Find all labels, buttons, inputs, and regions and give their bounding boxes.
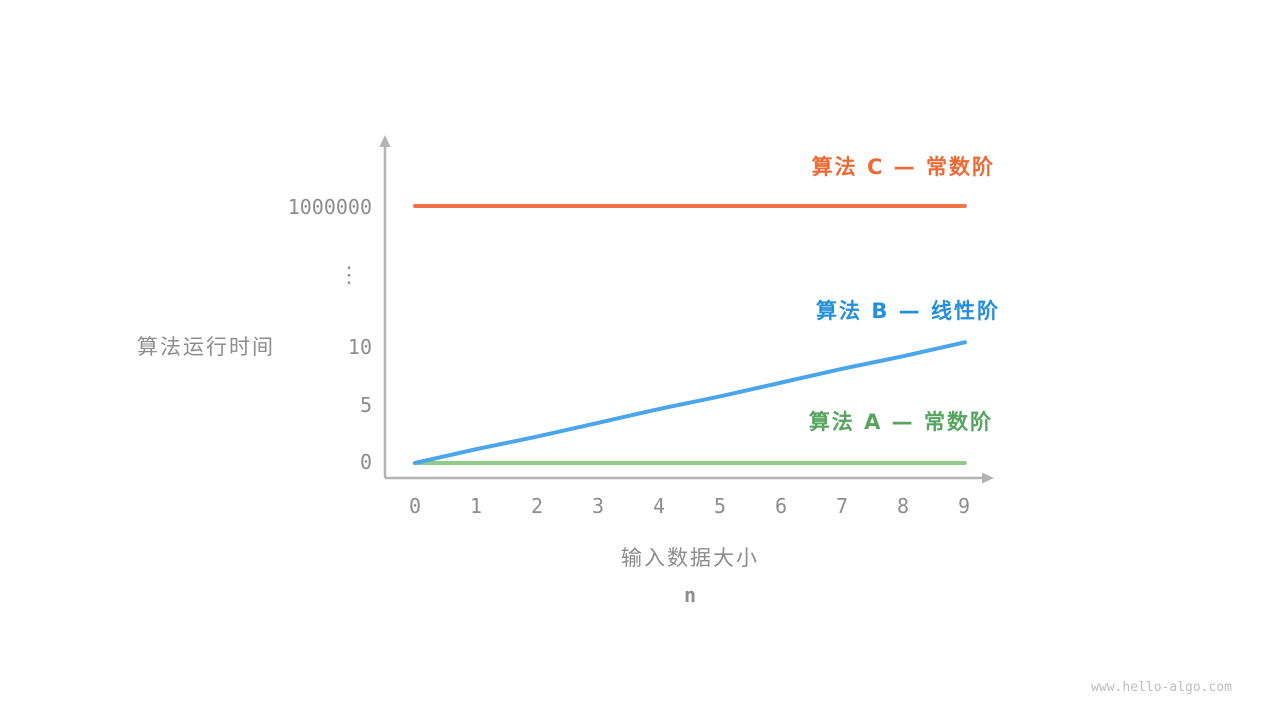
x-tick-0: 0	[408, 494, 422, 518]
series-line-1	[413, 340, 967, 465]
legend-algorithm-b: 算法 B — 线性阶	[816, 299, 1000, 323]
y-axis-ellipsis: ⋮	[338, 263, 360, 288]
x-axis-variable: n	[683, 583, 697, 607]
x-tick-8: 8	[896, 494, 910, 518]
x-tick-6: 6	[774, 494, 788, 518]
x-tick-2: 2	[530, 494, 544, 518]
y-axis-title: 算法运行时间	[137, 335, 275, 359]
x-tick-3: 3	[591, 494, 605, 518]
y-axis-arrow-icon	[379, 135, 391, 147]
y-tick-5: 5	[359, 393, 372, 417]
x-axis-arrow-icon	[982, 472, 994, 484]
watermark: www.hello-algo.com	[1091, 680, 1232, 695]
x-tick-4: 4	[652, 494, 666, 518]
legend-algorithm-c: 算法 C — 常数阶	[811, 155, 995, 179]
x-tick-1: 1	[469, 494, 483, 518]
x-tick-9: 9	[957, 494, 971, 518]
x-tick-7: 7	[835, 494, 849, 518]
y-tick-1000000: 1000000	[287, 195, 372, 219]
y-tick-0: 0	[359, 450, 372, 474]
x-axis-title: 输入数据大小	[621, 546, 759, 570]
legend-algorithm-a: 算法 A — 常数阶	[808, 410, 993, 434]
series-lines-group	[413, 204, 967, 465]
x-tick-5: 5	[713, 494, 727, 518]
y-tick-10: 10	[347, 335, 372, 359]
